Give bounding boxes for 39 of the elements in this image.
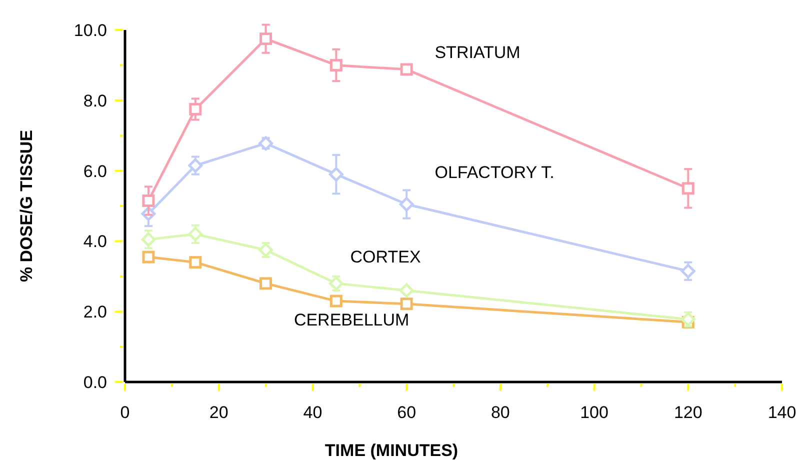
series-label: OLFACTORY T. [434,162,554,182]
point [141,232,156,247]
point [399,283,414,298]
y-tick-label: 4.0 [83,232,107,252]
point [188,158,203,173]
x-tick-label: 40 [303,403,322,422]
series-label: CEREBELLUM [294,310,410,330]
point [680,264,696,278]
point [682,182,694,195]
point [142,194,155,207]
point [189,102,202,116]
series-label: STRIATUM [434,43,520,62]
point [330,58,342,72]
x-tick-label: 60 [397,403,416,422]
point [258,242,274,258]
point [142,250,155,264]
x-tick-label: 140 [768,403,796,422]
point [400,63,413,76]
x-axis-title: TIME (MINUTES) [324,441,458,460]
x-tick-label: 100 [580,403,608,422]
x-tick-label: 80 [490,403,510,422]
x-tick-label: 120 [674,403,702,422]
point [400,298,413,310]
point [260,277,272,290]
x-tick-label: 20 [209,403,228,422]
y-tick-label: 10.0 [74,20,107,40]
point [260,32,272,46]
x-tick-label: 0 [120,403,130,422]
point [330,294,342,308]
y-tick-label: 0.0 [83,372,107,392]
y-tick-label: 8.0 [83,91,107,110]
y-tick-label: 6.0 [83,162,107,181]
series-label: CORTEX [350,247,421,266]
point [399,196,414,212]
point [188,226,203,242]
y-tick-label: 2.0 [83,302,107,322]
point [189,256,202,269]
y-axis-title: % DOSE/G TISSUE [17,130,36,282]
point [328,167,344,182]
